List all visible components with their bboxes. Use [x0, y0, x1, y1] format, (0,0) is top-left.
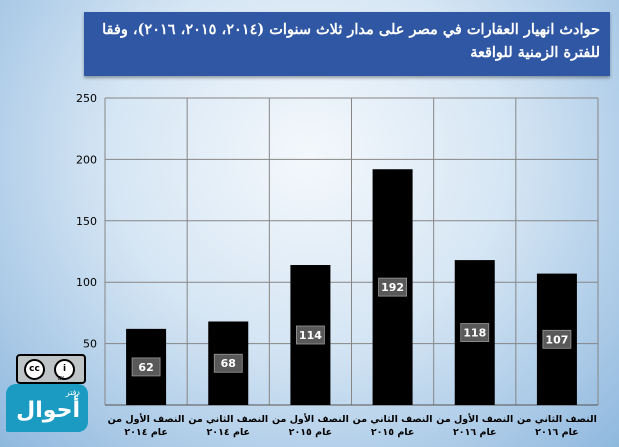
- cc-icon: cc: [24, 359, 45, 380]
- data-label: 107: [545, 333, 568, 346]
- data-label: 118: [463, 327, 486, 340]
- cc-license-badge: cc i BY: [16, 354, 86, 384]
- x-tick-label: عام ٢٠١٦: [535, 427, 579, 438]
- chart-title: حوادث انهيار العقارات في مصر على مدار ثل…: [84, 12, 610, 76]
- data-label-box: [378, 277, 407, 297]
- data-label-box: [296, 325, 325, 345]
- x-tick-label: النصف الثاني من: [188, 414, 268, 425]
- logo-small-text: دفتر: [65, 388, 80, 397]
- data-label-box: [542, 329, 572, 349]
- y-tick-label: 200: [76, 153, 97, 166]
- data-labels: 62 68 114 192 118 107: [131, 277, 572, 377]
- x-tick-label: عام ٢٠١٥: [371, 427, 415, 438]
- data-label: 114: [299, 329, 322, 342]
- y-tick-label: 100: [76, 276, 97, 289]
- x-tick-label: عام ٢٠١٥: [289, 427, 333, 438]
- x-tick-label: عام ٢٠١٤: [206, 427, 250, 438]
- data-label-box: [460, 323, 490, 342]
- x-tick-label: عام ٢٠١٤: [124, 427, 168, 438]
- data-label: 68: [221, 357, 236, 370]
- attribution-icon: i: [54, 359, 75, 380]
- x-tick-label: النصف الأول من: [108, 413, 185, 425]
- x-tick-label: النصف الأول من: [272, 413, 349, 425]
- data-label: 62: [138, 361, 153, 374]
- x-tick-label: النصف الأول من: [436, 413, 513, 425]
- x-tick-label: النصف الثاني من: [517, 414, 597, 425]
- daftar-ahwal-logo: دفتر أحوال: [6, 384, 88, 432]
- data-label-box: [213, 353, 243, 373]
- y-tick-label: 50: [83, 338, 97, 351]
- y-tick-label: 150: [76, 215, 97, 228]
- grid-lines: [104, 97, 599, 406]
- x-tick-label: النصف الثاني من: [353, 414, 433, 425]
- data-label-box: [131, 357, 161, 377]
- logo-main-text: أحوال: [16, 398, 80, 423]
- x-axis-ticks: النصف الأول من عام ٢٠١٤ النصف الثاني من عام…: [108, 413, 597, 438]
- x-tick-label: عام ٢٠١٦: [453, 427, 497, 438]
- y-tick-label: 250: [76, 92, 97, 105]
- by-label: BY: [58, 376, 65, 382]
- y-axis-ticks: 50 100 150 200 250: [76, 92, 97, 351]
- data-label: 192: [381, 281, 404, 294]
